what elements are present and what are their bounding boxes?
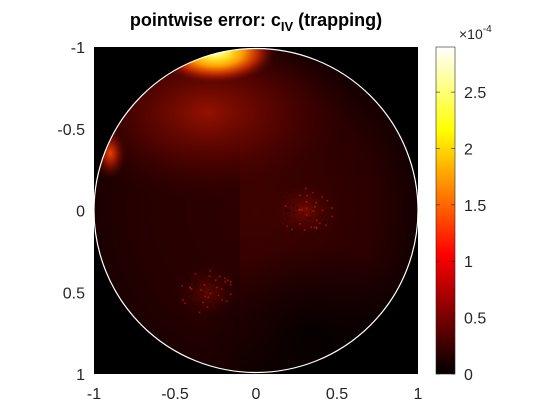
domain-outline	[93, 47, 419, 374]
x-tick-label: 0.5	[326, 386, 348, 403]
colorbar-gradient	[435, 46, 456, 375]
y-tick-label: -0.5	[57, 122, 85, 139]
x-tick-label: -0.5	[161, 386, 189, 403]
y-axis: -1 -0.5 0 0.5 1	[57, 40, 85, 384]
colorbar-tick-label: 1	[464, 254, 473, 271]
colorbar-tick-label: 2.5	[464, 85, 486, 102]
title-subscript: IV	[281, 19, 294, 34]
y-tick-label: 1	[76, 367, 85, 384]
title-main: pointwise error: c	[130, 10, 281, 30]
plot-area	[93, 47, 419, 374]
colorbar-ticks: 0 0.5 1 1.5 2 2.5	[436, 85, 486, 384]
y-tick-label: 0.5	[63, 285, 85, 302]
colorbar-tick-label: 0	[464, 367, 473, 384]
colorbar-tick-label: 0.5	[464, 311, 486, 328]
error-field	[94, 48, 418, 373]
x-tick-label: -1	[87, 386, 101, 403]
x-tick-label: 1	[414, 386, 423, 403]
title-suffix: (trapping)	[293, 10, 382, 30]
colorbar: 0 0.5 1 1.5 2 2.5 ×10-4	[435, 24, 492, 384]
colorbar-scale-label: ×10-4	[459, 24, 492, 42]
colorbar-tick-label: 2	[464, 141, 473, 158]
colorbar-tick-label: 1.5	[464, 198, 486, 215]
y-tick-label: 0	[76, 204, 85, 221]
feature-noise-patch	[272, 182, 337, 239]
x-axis: -1 -0.5 0 0.5 1	[87, 386, 423, 403]
y-tick-label: -1	[71, 40, 85, 57]
x-tick-label: 0	[252, 386, 261, 403]
feature-noise-patch	[175, 264, 240, 320]
chart-title: pointwise error: cIV (trapping)	[130, 10, 382, 34]
field-low-region	[199, 244, 418, 373]
